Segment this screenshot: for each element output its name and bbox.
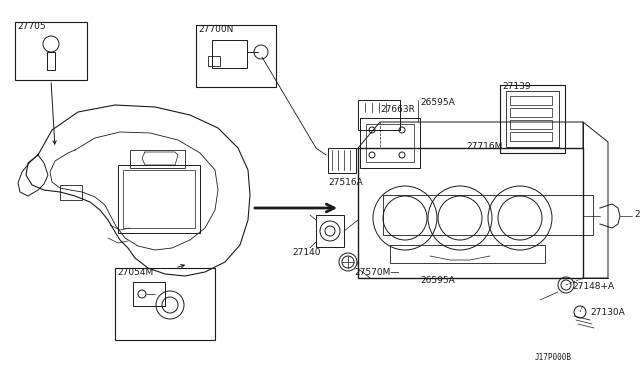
Text: 27516A: 27516A (328, 178, 363, 187)
Bar (196, 25, 276, 87)
Text: 27148: 27148 (634, 210, 640, 219)
Text: 27054M: 27054M (117, 268, 153, 277)
Bar (47, 52, 55, 70)
Bar (212, 40, 247, 68)
Text: 27130A: 27130A (590, 308, 625, 317)
Text: 27705: 27705 (17, 22, 45, 31)
Text: 26595A: 26595A (420, 276, 455, 285)
Bar (316, 215, 344, 247)
Bar (208, 56, 220, 66)
Text: 27663R: 27663R (380, 105, 415, 114)
Bar (510, 108, 552, 117)
Bar (390, 245, 545, 263)
Bar (123, 170, 195, 228)
Bar (500, 85, 565, 153)
Bar (358, 148, 583, 278)
Bar (358, 100, 400, 130)
Text: 27148+A: 27148+A (572, 282, 614, 291)
Text: 27140: 27140 (292, 248, 321, 257)
Bar (506, 91, 559, 147)
Text: 26595A: 26595A (420, 98, 455, 107)
Bar (60, 185, 82, 200)
Text: 27570M—: 27570M— (354, 268, 399, 277)
Bar (133, 282, 165, 306)
Bar (118, 165, 200, 233)
Bar (115, 268, 215, 340)
Bar (360, 118, 420, 168)
Text: 27700N: 27700N (198, 25, 234, 34)
Bar (510, 120, 552, 129)
Text: 27139: 27139 (502, 82, 531, 91)
Bar (510, 132, 552, 141)
Bar (130, 150, 185, 168)
Bar (510, 96, 552, 105)
Bar (15, 22, 87, 80)
Bar (383, 195, 593, 235)
Bar (328, 148, 356, 173)
Bar (366, 124, 414, 162)
Text: J17P000B: J17P000B (535, 353, 572, 362)
Text: 27716M: 27716M (466, 142, 502, 151)
